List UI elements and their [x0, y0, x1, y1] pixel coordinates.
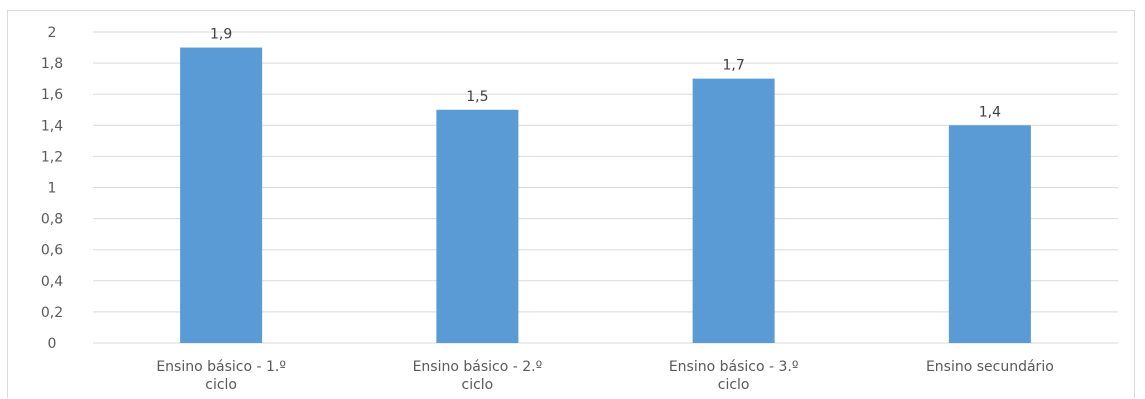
- x-axis-categories: Ensino básico - 1.º ciclo Ensino básico - …: [156, 359, 1053, 393]
- y-tick-label: 0,4: [41, 274, 63, 290]
- y-tick-label: 1,2: [41, 149, 63, 165]
- y-axis-ticks: 0 0,2 0,4 0,6 0,8 1 1,2 1,4 1,6 1,8 2: [41, 25, 63, 352]
- y-tick-label: 1: [48, 181, 57, 197]
- y-tick-label: 0,6: [41, 243, 63, 259]
- y-tick-label: 1,8: [41, 56, 63, 72]
- bar: [948, 125, 1031, 343]
- data-label: 1,9: [210, 27, 232, 43]
- data-labels: 1,9 1,5 1,7 1,4: [210, 27, 1001, 121]
- y-tick-label: 0: [48, 336, 57, 352]
- x-category-label: Ensino básico - 3.º: [669, 359, 799, 375]
- y-tick-label: 0,8: [41, 212, 63, 228]
- x-category-label: ciclo: [718, 377, 750, 393]
- data-label: 1,4: [979, 104, 1001, 120]
- y-tick-label: 0,2: [41, 305, 63, 321]
- y-tick-label: 1,6: [41, 87, 63, 103]
- data-label: 1,5: [466, 89, 488, 105]
- y-tick-label: 2: [48, 25, 57, 41]
- x-category-label: Ensino básico - 1.º: [156, 359, 286, 375]
- x-category-label: ciclo: [462, 377, 494, 393]
- gridlines: [93, 31, 1118, 344]
- bar: [436, 109, 519, 343]
- x-category-label: Ensino básico - 2.º: [413, 359, 543, 375]
- bar: [692, 78, 775, 344]
- bar: [180, 47, 263, 344]
- data-label: 1,7: [722, 58, 744, 74]
- bars: [180, 47, 1031, 344]
- x-category-label: Ensino secundário: [926, 359, 1054, 375]
- y-tick-label: 1,4: [41, 118, 63, 134]
- x-category-label: ciclo: [205, 377, 237, 393]
